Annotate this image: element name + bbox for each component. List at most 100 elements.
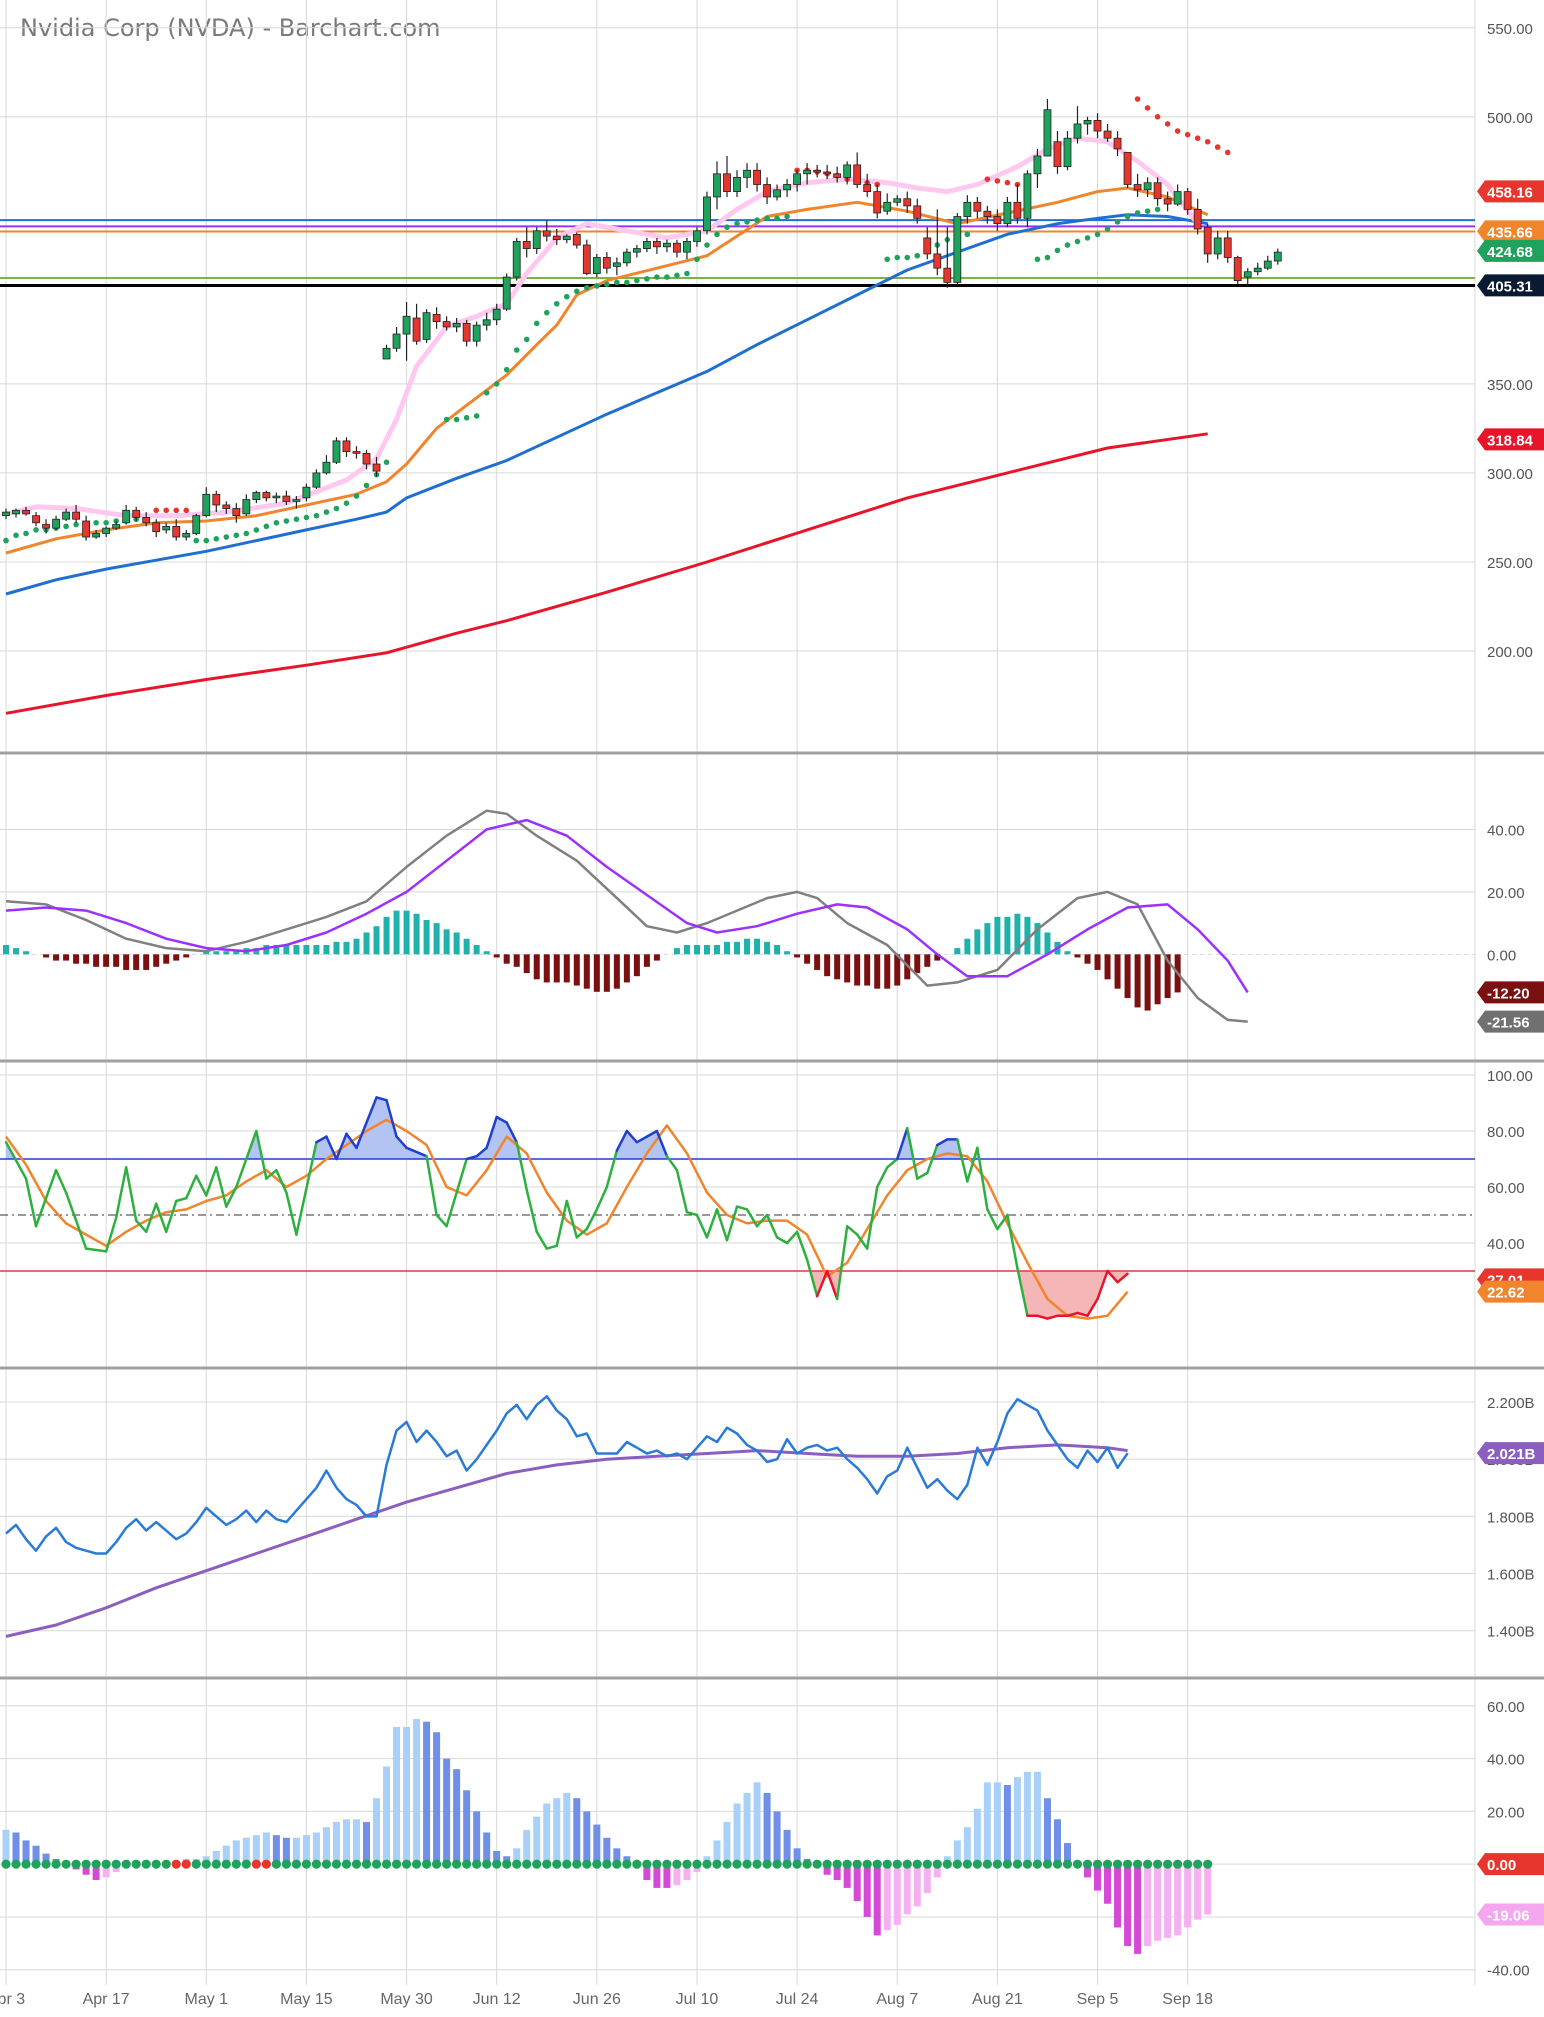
psar-dot: [253, 527, 260, 533]
momentum-bar: [823, 1864, 831, 1875]
macd-histogram-bar: [213, 951, 220, 955]
squeeze-dot: [632, 1859, 642, 1869]
candle-body: [1163, 198, 1172, 205]
momentum-bar: [453, 1769, 461, 1865]
psar-dot: [1094, 231, 1101, 238]
psar-dot: [363, 482, 370, 489]
candle-body: [903, 198, 912, 207]
psar-dot: [523, 336, 530, 343]
momentum-bar: [603, 1837, 611, 1865]
candle-body: [943, 267, 952, 283]
price-badge-label: 318.84: [1487, 432, 1534, 449]
stoch-k-segment: [525, 1188, 538, 1234]
squeeze-dot: [1, 1859, 11, 1869]
macd-histogram-bar: [864, 954, 871, 986]
momentum-bar: [92, 1864, 100, 1880]
candle-body: [983, 210, 992, 217]
psar-dot: [624, 279, 630, 286]
squeeze-dot: [1002, 1859, 1012, 1869]
momentum-bar: [593, 1824, 601, 1865]
momentum-bar: [1184, 1864, 1192, 1928]
squeeze-dot: [922, 1859, 932, 1869]
stoch-k-segment: [645, 1129, 659, 1138]
psar-dot: [343, 500, 350, 506]
x-tick-label: Jun 12: [473, 1991, 521, 2008]
macd-histogram-bar: [233, 951, 240, 955]
macd-line: [5, 809, 1248, 1023]
candle-body: [322, 461, 331, 474]
price-badge: 458.16: [1477, 180, 1544, 203]
macd-histogram-bar: [964, 938, 971, 955]
candle-body: [352, 451, 361, 454]
y-tick-label: 80.00: [1487, 1124, 1525, 1141]
squeeze-dot: [502, 1859, 512, 1869]
psar-dot: [503, 366, 510, 373]
squeeze-dot: [952, 1859, 962, 1869]
momentum-bar: [1124, 1864, 1132, 1946]
candle-body: [32, 515, 40, 524]
squeeze-dot: [992, 1859, 1002, 1869]
price-badge-bg: [1477, 274, 1544, 297]
macd-histogram-bar: [814, 954, 821, 970]
squeeze-dot: [11, 1859, 21, 1869]
stoch-k-segment: [535, 1230, 549, 1250]
momentum-bar: [683, 1864, 691, 1880]
candle-body: [122, 509, 131, 524]
stoch-k-segment: [735, 1205, 749, 1211]
squeeze-dot: [1203, 1859, 1213, 1869]
y-tick-label: 300.00: [1487, 466, 1533, 483]
candle-body: [282, 495, 291, 502]
momentum-bar: [292, 1837, 300, 1865]
candle-body: [362, 452, 371, 465]
stoch-k-segment: [84, 1247, 108, 1253]
stoch-k-segment: [185, 1174, 198, 1200]
momentum-bar: [1063, 1843, 1071, 1865]
momentum-bar: [493, 1850, 501, 1865]
psar-dot: [914, 252, 921, 259]
candle-body: [1073, 123, 1082, 139]
stoch-k-segment: [375, 1096, 388, 1102]
momentum-bar: [923, 1864, 931, 1894]
candle-body: [1003, 201, 1012, 225]
candle-body: [1023, 173, 1032, 219]
candle-body: [602, 257, 611, 269]
y-tick-label: 20.00: [1487, 885, 1525, 902]
candle-body: [973, 201, 982, 212]
squeeze-dot: [331, 1859, 342, 1869]
stoch-k-segment: [1036, 1314, 1049, 1320]
macd-histogram-bar: [1124, 954, 1131, 999]
macd-histogram-bar: [393, 910, 400, 955]
macd-histogram-bar: [373, 926, 380, 955]
candle-body: [152, 522, 161, 533]
y-tick-label: 500.00: [1487, 110, 1533, 127]
candle-body: [923, 237, 932, 255]
stoch-k-segment: [64, 1191, 88, 1250]
psar-dot: [614, 279, 620, 286]
candle-body: [1203, 226, 1212, 255]
squeeze-dot: [672, 1859, 682, 1869]
macd-histogram-bar: [283, 944, 290, 955]
psar-dot: [213, 536, 220, 542]
macd-histogram-bar: [1134, 954, 1141, 1008]
macd-histogram-bar: [143, 954, 150, 970]
psar-dot: [533, 320, 540, 327]
price-badge-label: 405.31: [1487, 278, 1533, 295]
candle-body: [663, 242, 671, 248]
squeeze-dot: [842, 1859, 852, 1869]
stoch-k-segment: [655, 1129, 669, 1158]
squeeze-dot: [942, 1859, 952, 1869]
stoch-k-segment: [174, 1196, 188, 1203]
momentum-bar: [723, 1821, 731, 1865]
macd-histogram-bar: [203, 951, 210, 955]
stoch-k-segment: [875, 1166, 889, 1189]
stoch-k-segment: [104, 1216, 118, 1253]
psar-dot: [1144, 105, 1151, 111]
stoch-k-segment: [986, 1208, 999, 1231]
psar-dot: [1004, 179, 1011, 186]
stoch-k-segment: [1116, 1272, 1129, 1284]
macd-histogram-bar: [613, 954, 620, 989]
price-badge: 318.84: [1477, 428, 1544, 451]
candle-body: [1043, 109, 1052, 157]
candle-body: [833, 173, 842, 178]
